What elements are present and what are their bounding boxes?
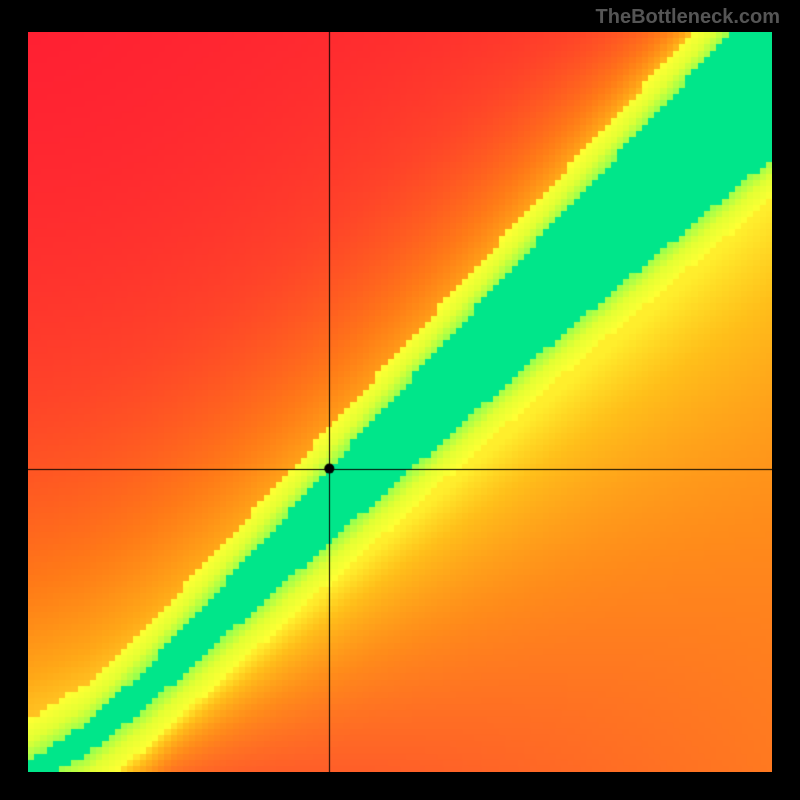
watermark-text: TheBottleneck.com (596, 6, 780, 29)
chart-container: TheBottleneck.com (0, 0, 800, 800)
heatmap-canvas (28, 32, 772, 772)
